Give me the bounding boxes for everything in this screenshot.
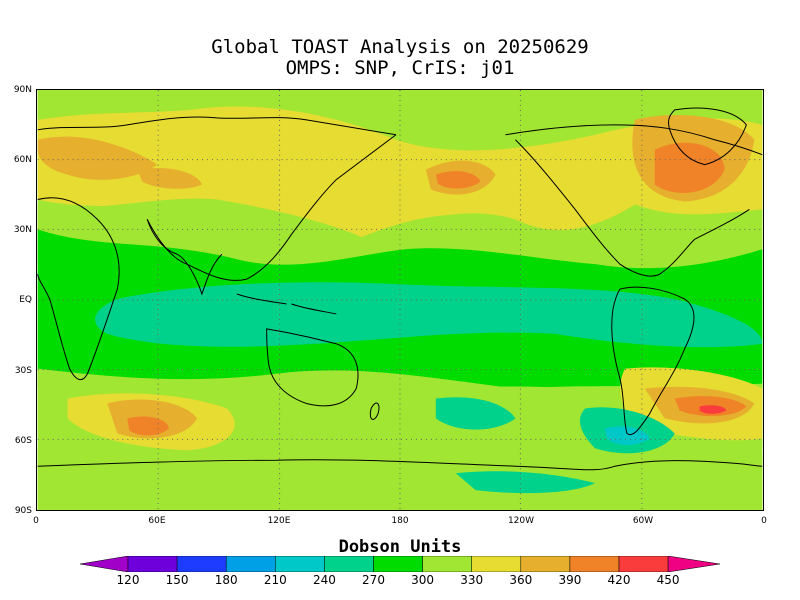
- colorbar-low-extend: [80, 556, 129, 572]
- colorbar-level-label: 450: [656, 573, 680, 587]
- lon-label-120e: 120E: [267, 516, 291, 526]
- colorbar-title: Dobson Units: [338, 537, 462, 557]
- lon-label-120w: 120W: [507, 516, 535, 526]
- lat-label-30n: 30N: [13, 225, 32, 235]
- ozone-region-north-green: [37, 198, 763, 265]
- colorbar-level-label: 360: [509, 573, 533, 587]
- lat-label-60s: 60S: [14, 436, 32, 446]
- coastline-greenland: [668, 107, 747, 166]
- colorbar-level-label: 390: [558, 573, 582, 587]
- ozone-max-south-atlantic: [699, 405, 727, 414]
- colorbar-swatch: [422, 556, 472, 572]
- coastlines: [37, 107, 763, 471]
- ozone-min-drake-passage: [605, 426, 650, 446]
- lat-label-90n: 90N: [13, 85, 32, 95]
- ozone-region-arctic: [37, 90, 763, 125]
- colorbar-high-extend: [667, 556, 720, 572]
- colorbar-swatch: [275, 556, 325, 572]
- ozone-peak-south-indian: [127, 416, 170, 436]
- colorbar-swatch: [127, 556, 178, 572]
- lon-label-0: 0: [33, 516, 39, 526]
- graticule: [37, 90, 763, 510]
- colorbar-swatch: [176, 556, 227, 572]
- lat-label-60n: 60N: [13, 155, 32, 165]
- ozone-peak-north-atlantic: [654, 142, 725, 193]
- colorbar-level-label: 300: [411, 573, 435, 587]
- colorbar-swatch: [471, 556, 522, 572]
- lon-label-60e: 60E: [148, 516, 166, 526]
- coastline-new-zealand: [369, 402, 380, 420]
- coastline-africa: [37, 197, 120, 381]
- map-title: Global TOAST Analysis on 20250629: [211, 36, 589, 58]
- colorbar-level-label: 270: [362, 573, 385, 587]
- colorbar-level-label: 420: [607, 573, 631, 587]
- colorbar-level-label: 240: [312, 573, 336, 587]
- colorbar-swatch: [618, 556, 669, 572]
- coastline-antarctica: [37, 459, 763, 471]
- lat-label-90s: 90S: [14, 506, 32, 516]
- colorbar-swatch: [569, 556, 620, 572]
- colorbar-level-label: 120: [116, 573, 140, 587]
- colorbar-level-label: 150: [165, 573, 189, 587]
- lon-label-60w: 60W: [632, 516, 654, 526]
- colorbar-level-label: 210: [263, 573, 287, 587]
- map-subtitle: OMPS: SNP, CrIS: j01: [285, 57, 515, 79]
- colorbar-swatch: [324, 556, 374, 572]
- ozone-high-europe: [37, 136, 158, 180]
- lon-label-0-end: 0: [761, 516, 767, 526]
- coastline-eurasia-north: [37, 116, 397, 136]
- ozone-peak-nw-pacific: [435, 171, 481, 189]
- coastline-indonesia: [236, 293, 337, 315]
- coastline-south-america: [611, 286, 695, 436]
- ozone-high-asia: [137, 168, 202, 189]
- colorbar-level-label: 180: [214, 573, 238, 587]
- lon-label-180: 180: [391, 516, 409, 526]
- ozone-low-antarctic: [455, 471, 596, 494]
- ozone-region-tropical-minimum: [95, 282, 763, 348]
- colorbar-swatch: [520, 556, 571, 572]
- coastline-australia: [266, 328, 359, 407]
- colorbar-swatch: [373, 556, 423, 572]
- ozone-map: [36, 89, 764, 511]
- colorbar-swatch: [225, 556, 276, 572]
- coastline-india: [146, 219, 223, 296]
- lat-label-30s: 30S: [14, 366, 32, 376]
- colorbar-level-label: 330: [460, 573, 484, 587]
- ozone-low-south-pacific: [435, 397, 516, 430]
- lat-label-eq: EQ: [19, 295, 32, 305]
- colorbar: [80, 556, 720, 572]
